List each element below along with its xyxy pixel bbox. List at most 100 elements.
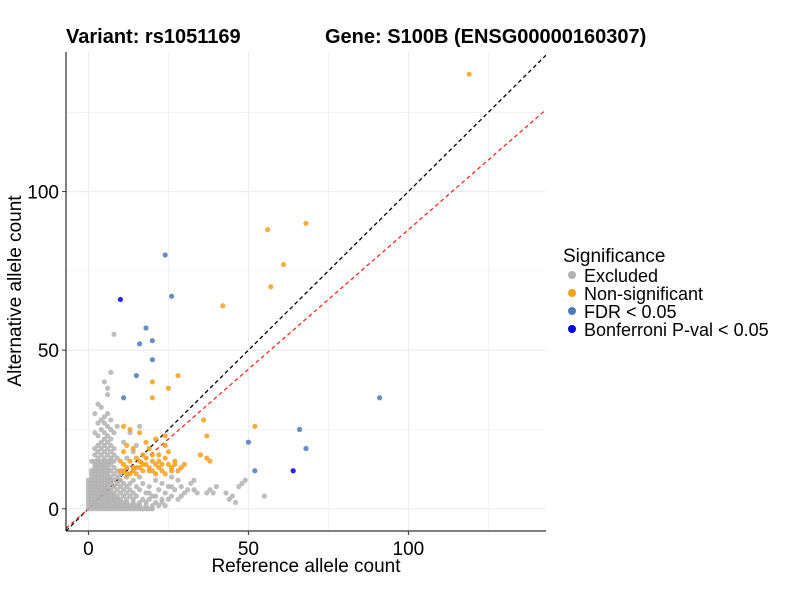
legend-key-bonferroni-p-val-0-05 [568, 325, 576, 333]
point-fdr-0-05 [169, 293, 175, 299]
point-excluded [140, 496, 146, 502]
point-excluded [114, 493, 120, 499]
point-non-significant [162, 433, 168, 439]
y-axis-title: Alternative allele count [5, 195, 26, 387]
point-excluded [92, 411, 98, 417]
point-excluded [105, 445, 111, 452]
point-non-significant [162, 471, 168, 477]
point-non-significant [143, 439, 149, 445]
point-excluded [101, 436, 107, 442]
point-excluded [178, 483, 184, 490]
point-non-significant [146, 445, 152, 452]
point-excluded [111, 331, 117, 337]
point-excluded [156, 487, 162, 493]
point-excluded [149, 503, 155, 509]
legend-label-excluded: Excluded [584, 266, 658, 286]
point-excluded [105, 433, 111, 439]
point-non-significant [220, 303, 226, 309]
point-non-significant [159, 468, 165, 474]
point-excluded [108, 369, 114, 375]
point-excluded [172, 487, 178, 493]
point-excluded [242, 477, 248, 483]
point-excluded [98, 426, 104, 433]
point-excluded [137, 423, 143, 429]
point-non-significant [153, 461, 159, 467]
point-excluded [181, 490, 187, 496]
point-excluded [133, 493, 139, 499]
point-excluded [121, 493, 127, 499]
point-excluded [194, 490, 200, 496]
point-non-significant [124, 471, 130, 477]
point-excluded [127, 480, 133, 487]
point-excluded [101, 420, 107, 426]
point-excluded [153, 493, 159, 499]
point-excluded [153, 499, 159, 506]
point-excluded [108, 449, 114, 455]
point-excluded [236, 483, 242, 490]
point-fdr-0-05 [377, 395, 383, 401]
point-excluded [101, 449, 107, 455]
point-excluded [210, 490, 216, 496]
point-non-significant [175, 468, 181, 474]
point-non-significant [117, 468, 123, 474]
point-non-significant [156, 464, 162, 471]
point-excluded [178, 493, 184, 499]
point-excluded [105, 452, 111, 458]
legend: Significance ExcludedNon-significantFDR … [563, 246, 769, 340]
point-excluded [229, 493, 235, 499]
point-non-significant [197, 452, 203, 458]
point-fdr-0-05 [303, 445, 309, 452]
y-tick-label: 50 [38, 341, 59, 362]
point-excluded [146, 496, 152, 502]
point-non-significant [149, 395, 155, 401]
point-excluded [124, 490, 130, 496]
legend-key-fdr-0-05 [568, 307, 576, 315]
point-excluded [95, 442, 101, 448]
point-excluded [101, 379, 107, 385]
point-excluded [233, 499, 239, 506]
point-excluded [98, 404, 104, 410]
point-excluded [114, 480, 120, 487]
point-non-significant [117, 458, 123, 464]
point-excluded [226, 496, 232, 502]
point-non-significant [169, 468, 175, 474]
point-excluded [108, 442, 114, 448]
point-non-significant [165, 449, 171, 455]
point-excluded [105, 391, 111, 398]
point-excluded [121, 487, 127, 493]
chart-title-variant: Variant: rs1051169 [66, 26, 241, 48]
point-fdr-0-05 [245, 439, 251, 445]
point-non-significant [207, 458, 213, 464]
point-excluded [105, 411, 111, 417]
point-excluded [98, 417, 104, 423]
data-points [85, 71, 472, 512]
point-excluded [188, 480, 194, 487]
x-tick-label: 50 [238, 539, 259, 560]
point-non-significant [121, 461, 127, 467]
point-non-significant [127, 426, 133, 433]
point-fdr-0-05 [137, 341, 143, 347]
point-excluded [98, 439, 104, 445]
point-excluded [98, 445, 104, 452]
point-excluded [140, 480, 146, 487]
point-non-significant [133, 471, 139, 477]
point-non-significant [162, 455, 168, 461]
point-excluded [175, 477, 181, 483]
point-excluded [137, 499, 143, 506]
point-excluded [137, 474, 143, 480]
point-non-significant [133, 455, 139, 461]
legend-label-bonferroni-p-val-0-05: Bonferroni P-val < 0.05 [584, 320, 769, 340]
point-fdr-0-05 [121, 395, 127, 401]
point-non-significant [265, 227, 271, 233]
point-non-significant [149, 468, 155, 474]
point-excluded [114, 455, 120, 461]
axis-ticks: 0 50 100 0 50 100 [27, 183, 424, 560]
point-excluded [133, 442, 139, 448]
point-excluded [111, 458, 117, 464]
point-excluded [124, 496, 130, 502]
point-excluded [111, 471, 117, 477]
point-fdr-0-05 [143, 325, 149, 331]
point-non-significant [121, 423, 127, 429]
reference-line-identity [66, 54, 546, 531]
point-excluded [105, 439, 111, 445]
